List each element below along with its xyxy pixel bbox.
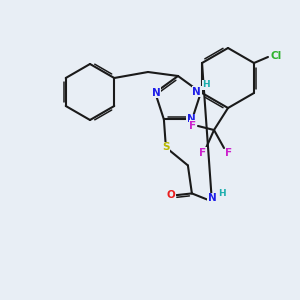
Text: O: O: [167, 190, 175, 200]
Text: F: F: [200, 148, 207, 158]
Text: H: H: [202, 80, 210, 89]
Text: F: F: [225, 148, 233, 158]
Text: F: F: [189, 121, 197, 131]
Text: N: N: [193, 87, 201, 97]
Text: Cl: Cl: [270, 51, 282, 61]
Text: N: N: [208, 194, 216, 203]
Text: N: N: [152, 88, 161, 98]
Text: H: H: [218, 189, 226, 198]
Text: S: S: [162, 142, 169, 152]
Text: N: N: [187, 114, 196, 124]
